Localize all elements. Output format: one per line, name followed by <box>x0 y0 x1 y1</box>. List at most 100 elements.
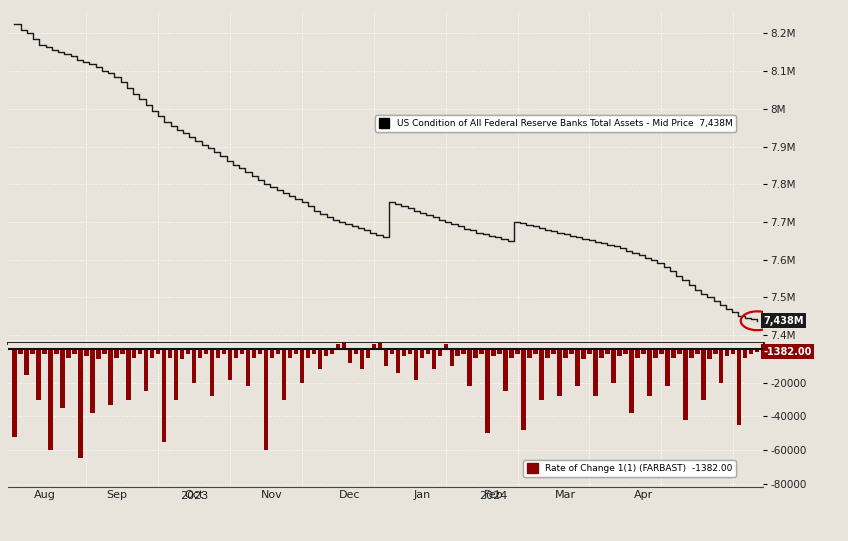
Bar <box>588 349 592 354</box>
Bar <box>276 349 280 354</box>
Bar <box>485 349 490 433</box>
Bar <box>210 349 215 397</box>
Bar <box>25 349 29 374</box>
Bar <box>408 349 412 354</box>
Bar <box>467 349 472 386</box>
Bar <box>395 349 400 373</box>
Legend: Rate of Change 1(1) (FARBAST)  -1382.00: Rate of Change 1(1) (FARBAST) -1382.00 <box>523 460 736 477</box>
Bar <box>444 344 448 349</box>
Bar <box>96 349 101 359</box>
Bar <box>557 349 561 397</box>
Bar <box>438 349 442 356</box>
Bar <box>683 349 688 420</box>
Bar <box>426 349 430 354</box>
Bar <box>665 349 670 386</box>
Bar <box>282 349 287 400</box>
Bar <box>354 349 358 354</box>
Bar <box>293 349 298 354</box>
Bar <box>510 349 514 358</box>
Bar <box>168 349 172 358</box>
Bar <box>258 349 262 354</box>
Bar <box>479 349 484 354</box>
Bar <box>432 349 436 370</box>
Bar <box>192 349 197 383</box>
Bar <box>342 342 346 349</box>
Bar <box>743 349 747 358</box>
Bar <box>42 349 47 354</box>
Bar <box>348 349 352 363</box>
Bar <box>126 349 131 400</box>
Bar <box>306 349 310 358</box>
Bar <box>713 349 717 354</box>
Legend: US Condition of All Federal Reserve Banks Total Assets - Mid Price  7,438M: US Condition of All Federal Reserve Bank… <box>375 115 736 132</box>
Bar <box>12 349 17 437</box>
Bar <box>318 349 322 370</box>
Bar <box>270 349 274 358</box>
Bar <box>365 349 370 358</box>
Bar <box>72 349 76 354</box>
Bar <box>707 349 711 359</box>
Bar <box>144 349 148 391</box>
Bar <box>204 349 209 354</box>
Bar <box>461 349 466 354</box>
Bar <box>150 349 154 358</box>
Bar <box>156 349 160 354</box>
Bar <box>677 349 682 354</box>
Bar <box>360 349 364 370</box>
Bar <box>216 349 220 358</box>
Bar <box>641 349 645 354</box>
Bar <box>138 349 142 354</box>
Bar <box>498 349 502 354</box>
Bar <box>516 349 520 354</box>
Bar <box>402 349 406 356</box>
Bar <box>527 349 532 358</box>
Bar <box>66 349 70 358</box>
Bar <box>420 349 424 358</box>
Bar <box>455 349 460 356</box>
Bar <box>234 349 238 358</box>
Bar <box>689 349 694 358</box>
Bar <box>605 349 610 354</box>
Bar <box>659 349 664 354</box>
Bar <box>174 349 178 400</box>
Bar <box>492 349 496 356</box>
Bar <box>162 349 166 441</box>
Bar <box>102 349 107 354</box>
Bar <box>54 349 59 354</box>
Bar <box>330 349 334 354</box>
Bar <box>336 344 340 349</box>
Bar <box>324 349 328 356</box>
Bar <box>198 349 203 358</box>
Bar <box>755 349 760 352</box>
Bar <box>246 349 250 386</box>
Bar <box>414 349 418 380</box>
Bar <box>132 349 137 358</box>
Bar <box>575 349 580 386</box>
Bar <box>725 349 729 356</box>
Bar <box>108 349 113 405</box>
Bar <box>240 349 244 354</box>
Bar <box>731 349 735 354</box>
Bar <box>671 349 676 358</box>
Bar <box>504 349 508 391</box>
Bar <box>653 349 657 358</box>
Bar <box>473 349 478 358</box>
Bar <box>545 349 550 358</box>
Bar <box>594 349 598 397</box>
Bar <box>389 349 394 354</box>
Text: 2023: 2023 <box>180 491 209 500</box>
Text: 2024: 2024 <box>479 491 508 500</box>
Bar <box>78 349 82 458</box>
Bar <box>252 349 256 358</box>
Bar <box>600 349 604 358</box>
Bar <box>629 349 633 413</box>
Bar <box>539 349 544 400</box>
Bar <box>647 349 651 397</box>
Bar <box>228 349 232 380</box>
Bar <box>114 349 119 358</box>
Bar <box>737 349 741 425</box>
Bar <box>695 349 700 354</box>
Bar <box>48 349 53 450</box>
Bar <box>299 349 304 383</box>
Bar <box>749 349 754 354</box>
